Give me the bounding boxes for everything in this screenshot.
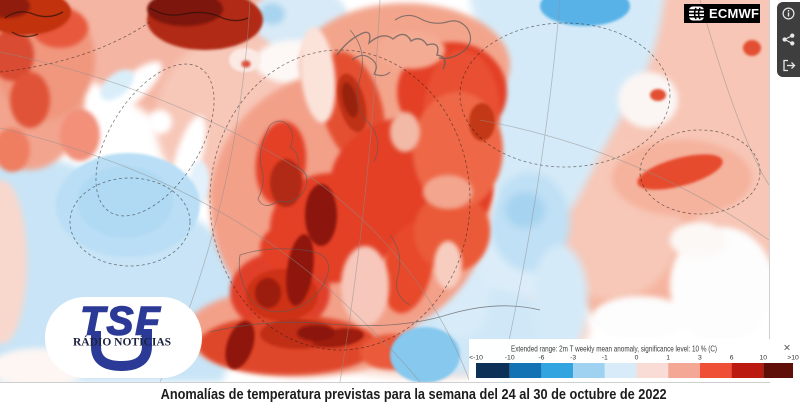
svg-text:3: 3 bbox=[698, 355, 702, 362]
svg-text:-10: -10 bbox=[505, 355, 515, 362]
svg-text:RÁDIO NOTÍCIAS: RÁDIO NOTÍCIAS bbox=[73, 335, 171, 349]
svg-text:0: 0 bbox=[635, 355, 639, 362]
svg-text:×: × bbox=[783, 341, 790, 355]
svg-text:-6: -6 bbox=[538, 355, 544, 362]
svg-text:10: 10 bbox=[760, 355, 768, 362]
svg-text:<-10: <-10 bbox=[469, 355, 483, 362]
svg-text:-3: -3 bbox=[570, 355, 576, 362]
svg-text:6: 6 bbox=[730, 355, 734, 362]
svg-text:1: 1 bbox=[666, 355, 670, 362]
svg-text:TSF: TSF bbox=[80, 300, 162, 344]
svg-text:-1: -1 bbox=[602, 355, 608, 362]
svg-text:>10: >10 bbox=[787, 355, 799, 362]
svg-text:Extended range: 2m T weekly me: Extended range: 2m T weekly mean anomaly… bbox=[511, 344, 717, 354]
